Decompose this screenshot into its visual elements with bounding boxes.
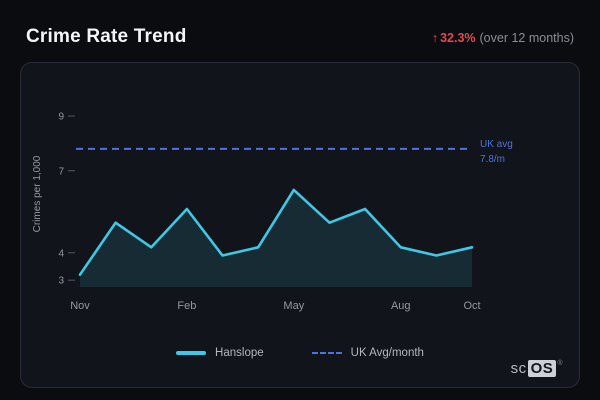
svg-text:4: 4 xyxy=(58,248,64,259)
svg-text:7.8/m: 7.8/m xyxy=(480,154,505,165)
change-stat: ↑ 32.3% (over 12 months) xyxy=(432,31,574,45)
svg-text:Oct: Oct xyxy=(463,300,480,312)
hanslope-line-swatch xyxy=(176,351,207,355)
legend-label-uk-avg: UK Avg/month xyxy=(350,347,424,359)
svg-text:7: 7 xyxy=(58,166,64,177)
change-period: (over 12 months) xyxy=(479,31,574,45)
page-header: Crime Rate Trend ↑ 32.3% (over 12 months) xyxy=(0,0,600,48)
chart-area: 3 4 7 9 Nov Feb May Aug Oct Crimes per 1,000 UK av… xyxy=(21,87,579,339)
scos-logo: sc OS ® xyxy=(511,360,563,377)
chart-legend: Hanslope UK Avg/month xyxy=(21,347,579,359)
legend-item-uk-avg[interactable]: UK Avg/month xyxy=(311,347,424,359)
legend-label-hanslope: Hanslope xyxy=(215,347,264,359)
logo-boxed: OS xyxy=(527,360,557,377)
registered-mark: ® xyxy=(557,360,563,367)
up-arrow-icon: ↑ xyxy=(431,31,439,45)
svg-text:Crimes per 1,000: Crimes per 1,000 xyxy=(32,155,43,232)
change-value: 32.3% xyxy=(440,31,476,45)
svg-text:3: 3 xyxy=(58,276,64,287)
svg-text:9: 9 xyxy=(58,112,64,123)
svg-text:May: May xyxy=(283,300,304,312)
uk-avg-line-swatch xyxy=(311,352,342,354)
chart-card: 3 4 7 9 Nov Feb May Aug Oct Crimes per 1,000 UK av… xyxy=(20,62,580,388)
svg-text:Aug: Aug xyxy=(391,300,411,312)
logo-prefix: sc xyxy=(510,360,527,377)
crime-trend-chart: 3 4 7 9 Nov Feb May Aug Oct Crimes per 1,000 UK av… xyxy=(32,112,513,312)
svg-text:UK avg: UK avg xyxy=(480,139,513,150)
page-title: Crime Rate Trend xyxy=(26,26,187,47)
svg-text:Nov: Nov xyxy=(70,300,90,312)
legend-item-hanslope[interactable]: Hanslope xyxy=(176,347,264,359)
svg-text:Feb: Feb xyxy=(177,300,196,312)
